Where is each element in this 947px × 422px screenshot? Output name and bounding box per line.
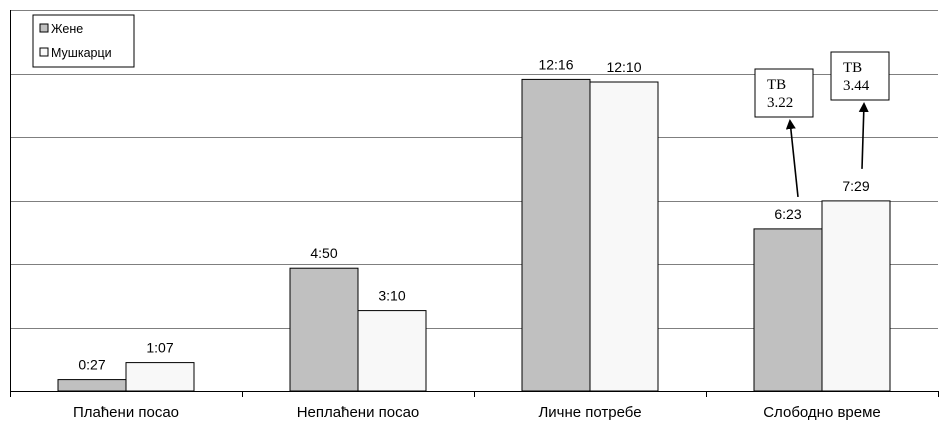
category-label: Слободно време xyxy=(763,404,881,421)
legend-label-men: Мушкарци xyxy=(51,46,112,60)
bar xyxy=(289,267,359,392)
bar xyxy=(125,362,195,392)
data-label: 0:27 xyxy=(78,357,105,373)
value-labels: 0:27 1:07 4:50 3:10 12:16 12:10 6:23 7:29 xyxy=(78,56,869,372)
legend-frame xyxy=(32,14,135,68)
annotation-arrow xyxy=(785,119,799,197)
data-label: 12:16 xyxy=(538,56,573,72)
bar xyxy=(357,310,427,392)
data-label: 1:07 xyxy=(146,340,173,356)
annotation-title: ТВ xyxy=(843,60,862,76)
bar xyxy=(821,200,891,392)
legend-swatch-men xyxy=(39,47,49,57)
bar xyxy=(57,379,127,392)
category-label: Неплаћени посао xyxy=(297,404,420,421)
annotation-box xyxy=(830,51,890,101)
legend-swatch-women xyxy=(39,23,49,33)
annotation-box xyxy=(754,68,814,118)
category-label: Плаћени посао xyxy=(73,404,179,421)
axes xyxy=(10,10,939,397)
data-label: 6:23 xyxy=(774,206,801,222)
legend-label-women: Жене xyxy=(51,22,83,36)
annotation-title: ТВ xyxy=(767,77,786,93)
annotation-arrow xyxy=(858,102,869,169)
category-label: Личне потребе xyxy=(538,404,641,421)
annotation-value: 3.44 xyxy=(843,78,870,94)
data-label: 4:50 xyxy=(310,245,337,261)
annotation-value: 3.22 xyxy=(767,95,793,111)
annotations: ТВ 3.22 ТВ 3.44 xyxy=(754,51,890,197)
legend: Жене Мушкарци xyxy=(32,14,135,68)
bar xyxy=(753,228,823,392)
bars xyxy=(57,78,891,392)
data-label: 12:10 xyxy=(606,59,641,75)
data-label: 7:29 xyxy=(842,178,869,194)
bar xyxy=(521,78,591,392)
bar xyxy=(589,81,659,392)
category-labels: Плаћени посао Неплаћени посао Личне потреб… xyxy=(73,404,881,421)
data-label: 3:10 xyxy=(378,288,405,304)
